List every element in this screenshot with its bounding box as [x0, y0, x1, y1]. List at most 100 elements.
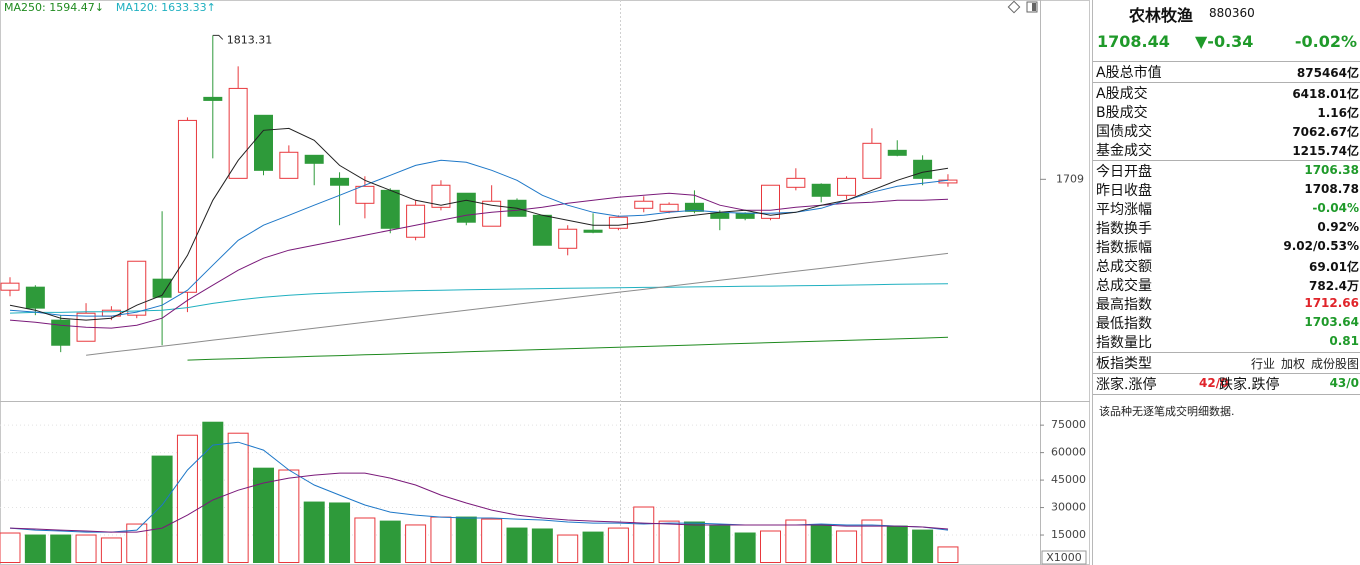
index-type-link[interactable]: 成份股图	[1310, 357, 1359, 371]
ma-line	[9, 159, 949, 317]
separator	[1093, 352, 1360, 353]
candle-body	[608, 216, 628, 229]
row-label: 昨日收盘	[1096, 183, 1152, 199]
volume-bar	[75, 534, 97, 563]
chart: 1709 15000 30000 45000 60000 75000 X1000 1813.3…	[0, 0, 1090, 565]
volume-bar	[481, 518, 503, 564]
index-code: 880360	[1209, 6, 1255, 20]
ma-line	[9, 283, 949, 314]
row-label: 基金成交	[1096, 143, 1152, 159]
candle-body	[887, 149, 907, 156]
high-marker	[212, 34, 224, 40]
separator	[1093, 373, 1360, 374]
row-label: 指数振幅	[1096, 240, 1152, 256]
candle-body	[127, 260, 147, 316]
volume-bar	[506, 527, 528, 563]
volume-bar	[709, 525, 731, 564]
candle-body	[330, 177, 350, 186]
ma-line	[9, 127, 949, 321]
candle-body	[811, 183, 831, 197]
y-tick-label: 1709	[1056, 172, 1084, 185]
volume-bar	[227, 432, 249, 563]
panel-toggle-icon[interactable]	[1026, 1, 1038, 13]
candle-body	[735, 212, 755, 219]
volume-bar	[303, 501, 325, 564]
volume-bar	[354, 517, 376, 563]
volume-bar	[24, 534, 46, 563]
separator	[1093, 82, 1360, 83]
candle-body	[862, 142, 882, 179]
candle-body	[431, 184, 451, 208]
change-pct: -0.02%	[1294, 32, 1357, 51]
row-value: 1706.38	[1304, 163, 1359, 177]
index-type-link[interactable]: 行业	[1250, 357, 1275, 371]
last-price: 1708.44	[1097, 32, 1170, 51]
row-label: 平均涨幅	[1096, 202, 1152, 218]
row-value: 1703.64	[1304, 315, 1359, 329]
separator	[1093, 394, 1360, 395]
price-change: ▼-0.34	[1195, 32, 1254, 51]
candle-body	[786, 177, 806, 188]
row-value: 69.01亿	[1309, 260, 1359, 274]
volume-bar	[0, 532, 21, 563]
decline-value: 43/0	[1329, 376, 1359, 390]
row-value: 9.02/0.53%	[1283, 239, 1359, 253]
row-label: 今日开盘	[1096, 164, 1152, 180]
volume-bar	[430, 516, 452, 564]
candle-body	[51, 319, 71, 346]
volume-bar	[785, 519, 807, 564]
panel-toggle-icon-fill	[1032, 3, 1036, 11]
candle-body	[532, 214, 552, 246]
volume-bar	[683, 521, 705, 564]
row-value: 0.92%	[1317, 220, 1359, 234]
row-label: A股总市值	[1096, 65, 1162, 81]
candle-body	[684, 202, 704, 212]
diamond-icon[interactable]	[1007, 0, 1021, 14]
candle-body	[203, 96, 223, 101]
row-label: 涨家.涨停	[1096, 377, 1157, 393]
row-value: 0.81	[1329, 334, 1359, 348]
ma-line	[187, 336, 949, 361]
volume-bar	[836, 530, 858, 563]
candle-body	[254, 114, 273, 171]
row-value: 7062.67亿	[1292, 125, 1359, 139]
candle-body	[406, 204, 426, 238]
candle-body	[710, 212, 730, 219]
quote-panel: 农林牧渔 880360 1708.44 ▼-0.34 -0.02% A股总市值 875464…	[1092, 0, 1360, 565]
volume-bar	[633, 506, 655, 564]
ma-line	[9, 192, 949, 329]
volume-bar	[405, 524, 427, 564]
row-label: 最低指数	[1096, 316, 1152, 332]
legend-entry: MA250: 1594.47↓	[4, 1, 104, 14]
row-label: 总成交量	[1096, 278, 1152, 294]
row-label: A股成交	[1096, 86, 1148, 102]
row-label: 跌家.跌停	[1219, 377, 1280, 393]
row-label: B股成交	[1096, 105, 1148, 121]
volume-unit: X1000	[1046, 551, 1082, 564]
volume-bar	[760, 530, 781, 563]
separator	[1093, 61, 1360, 62]
candle-body	[152, 278, 172, 298]
advance-value: 42/0	[1199, 376, 1229, 390]
volume-bar	[582, 531, 604, 563]
ma-line	[9, 441, 949, 533]
y-tick-label: 60000	[1051, 446, 1086, 459]
y-tick-label: 15000	[1051, 528, 1086, 541]
volume-bar	[557, 534, 579, 563]
volume-bar	[50, 534, 72, 563]
row-value: 1215.74亿	[1292, 144, 1359, 158]
index-name: 农林牧渔	[1129, 6, 1194, 25]
candle-body	[837, 177, 857, 196]
volume-bar	[329, 502, 351, 563]
volume-bar	[531, 528, 553, 564]
row-value: 782.4万	[1309, 279, 1359, 293]
volume-bar	[861, 519, 883, 564]
candle-body	[279, 151, 299, 179]
volume-bar	[658, 520, 680, 564]
volume-bar	[607, 527, 629, 563]
row-label: 国债成交	[1096, 124, 1152, 140]
index-type-link[interactable]: 加权	[1280, 357, 1305, 371]
note: 该品种无逐笔成交明细数据.	[1099, 405, 1235, 418]
row-value: 1712.66	[1304, 296, 1359, 310]
volume-bar	[734, 532, 756, 563]
